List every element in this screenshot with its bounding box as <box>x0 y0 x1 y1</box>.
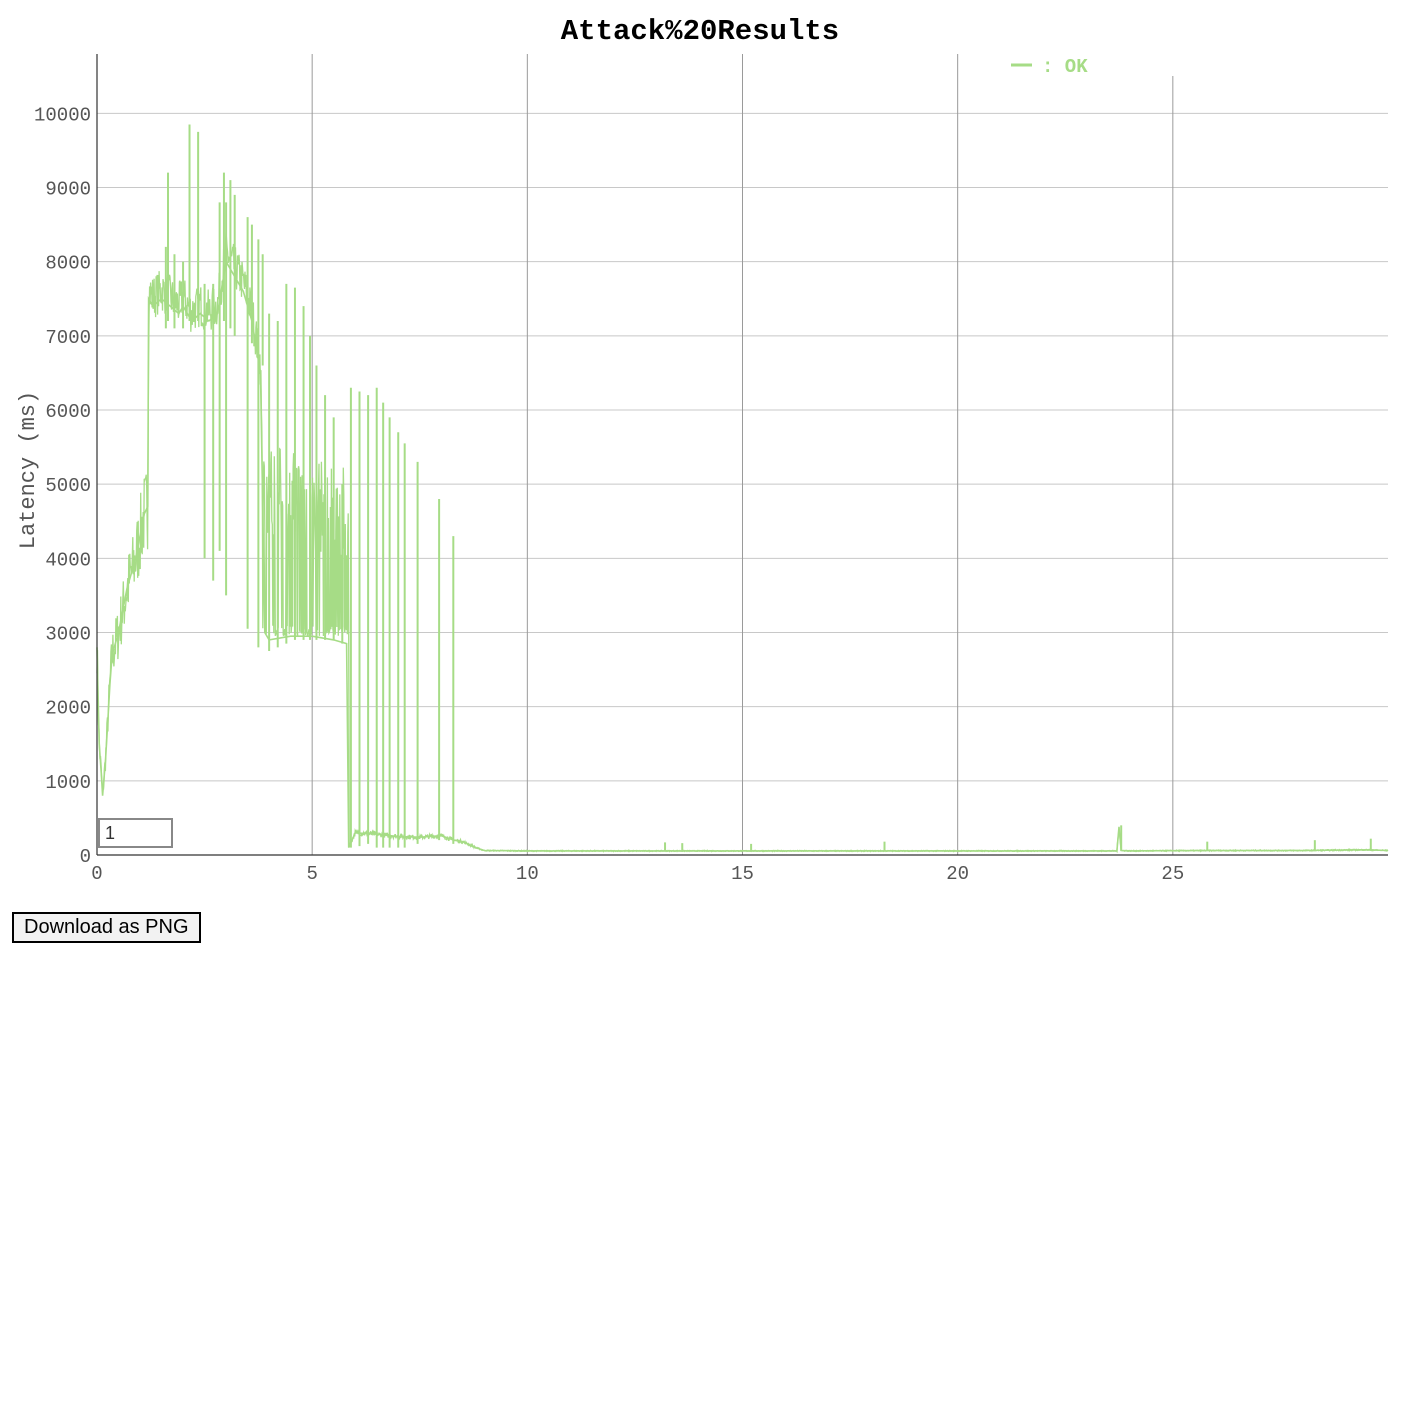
y-tick-label: 2000 <box>45 698 91 720</box>
y-tick-label: 7000 <box>45 327 91 349</box>
y-tick-label: 9000 <box>45 179 91 201</box>
legend: : OK <box>1011 56 1088 78</box>
x-tick-label: 5 <box>306 863 317 880</box>
rolling-period-input[interactable] <box>98 818 173 848</box>
grid <box>97 54 1388 855</box>
y-tick-label: 3000 <box>45 624 91 646</box>
x-tick-label: 20 <box>946 863 969 880</box>
y-axis-title: Latency (ms) <box>16 391 41 549</box>
x-tick-label: 15 <box>731 863 754 880</box>
y-tick-label: 5000 <box>45 475 91 497</box>
axes <box>96 54 1388 856</box>
y-tick-label: 8000 <box>45 253 91 275</box>
x-tick-label: 0 <box>91 863 102 880</box>
y-tick-label: 10000 <box>34 104 91 126</box>
y-tick-label: 1000 <box>45 772 91 794</box>
x-tick-label: 25 <box>1161 863 1184 880</box>
legend-label-ok: : OK <box>1042 56 1088 78</box>
tick-labels: 0100020003000400050006000700080009000100… <box>34 104 1184 880</box>
y-tick-label: 4000 <box>45 549 91 571</box>
download-png-button[interactable]: Download as PNG <box>12 912 201 943</box>
chart-title: Attack%20Results <box>561 15 839 48</box>
y-tick-label: 6000 <box>45 401 91 423</box>
latency-chart: Attack%20Results 0 1000 2000 3000 4000 5000 60… <box>16 15 1389 880</box>
series-envelope-ok <box>96 259 1389 852</box>
series-ok <box>96 124 1389 854</box>
x-tick-label: 10 <box>516 863 539 880</box>
y-tick-label: 0 <box>80 846 91 868</box>
